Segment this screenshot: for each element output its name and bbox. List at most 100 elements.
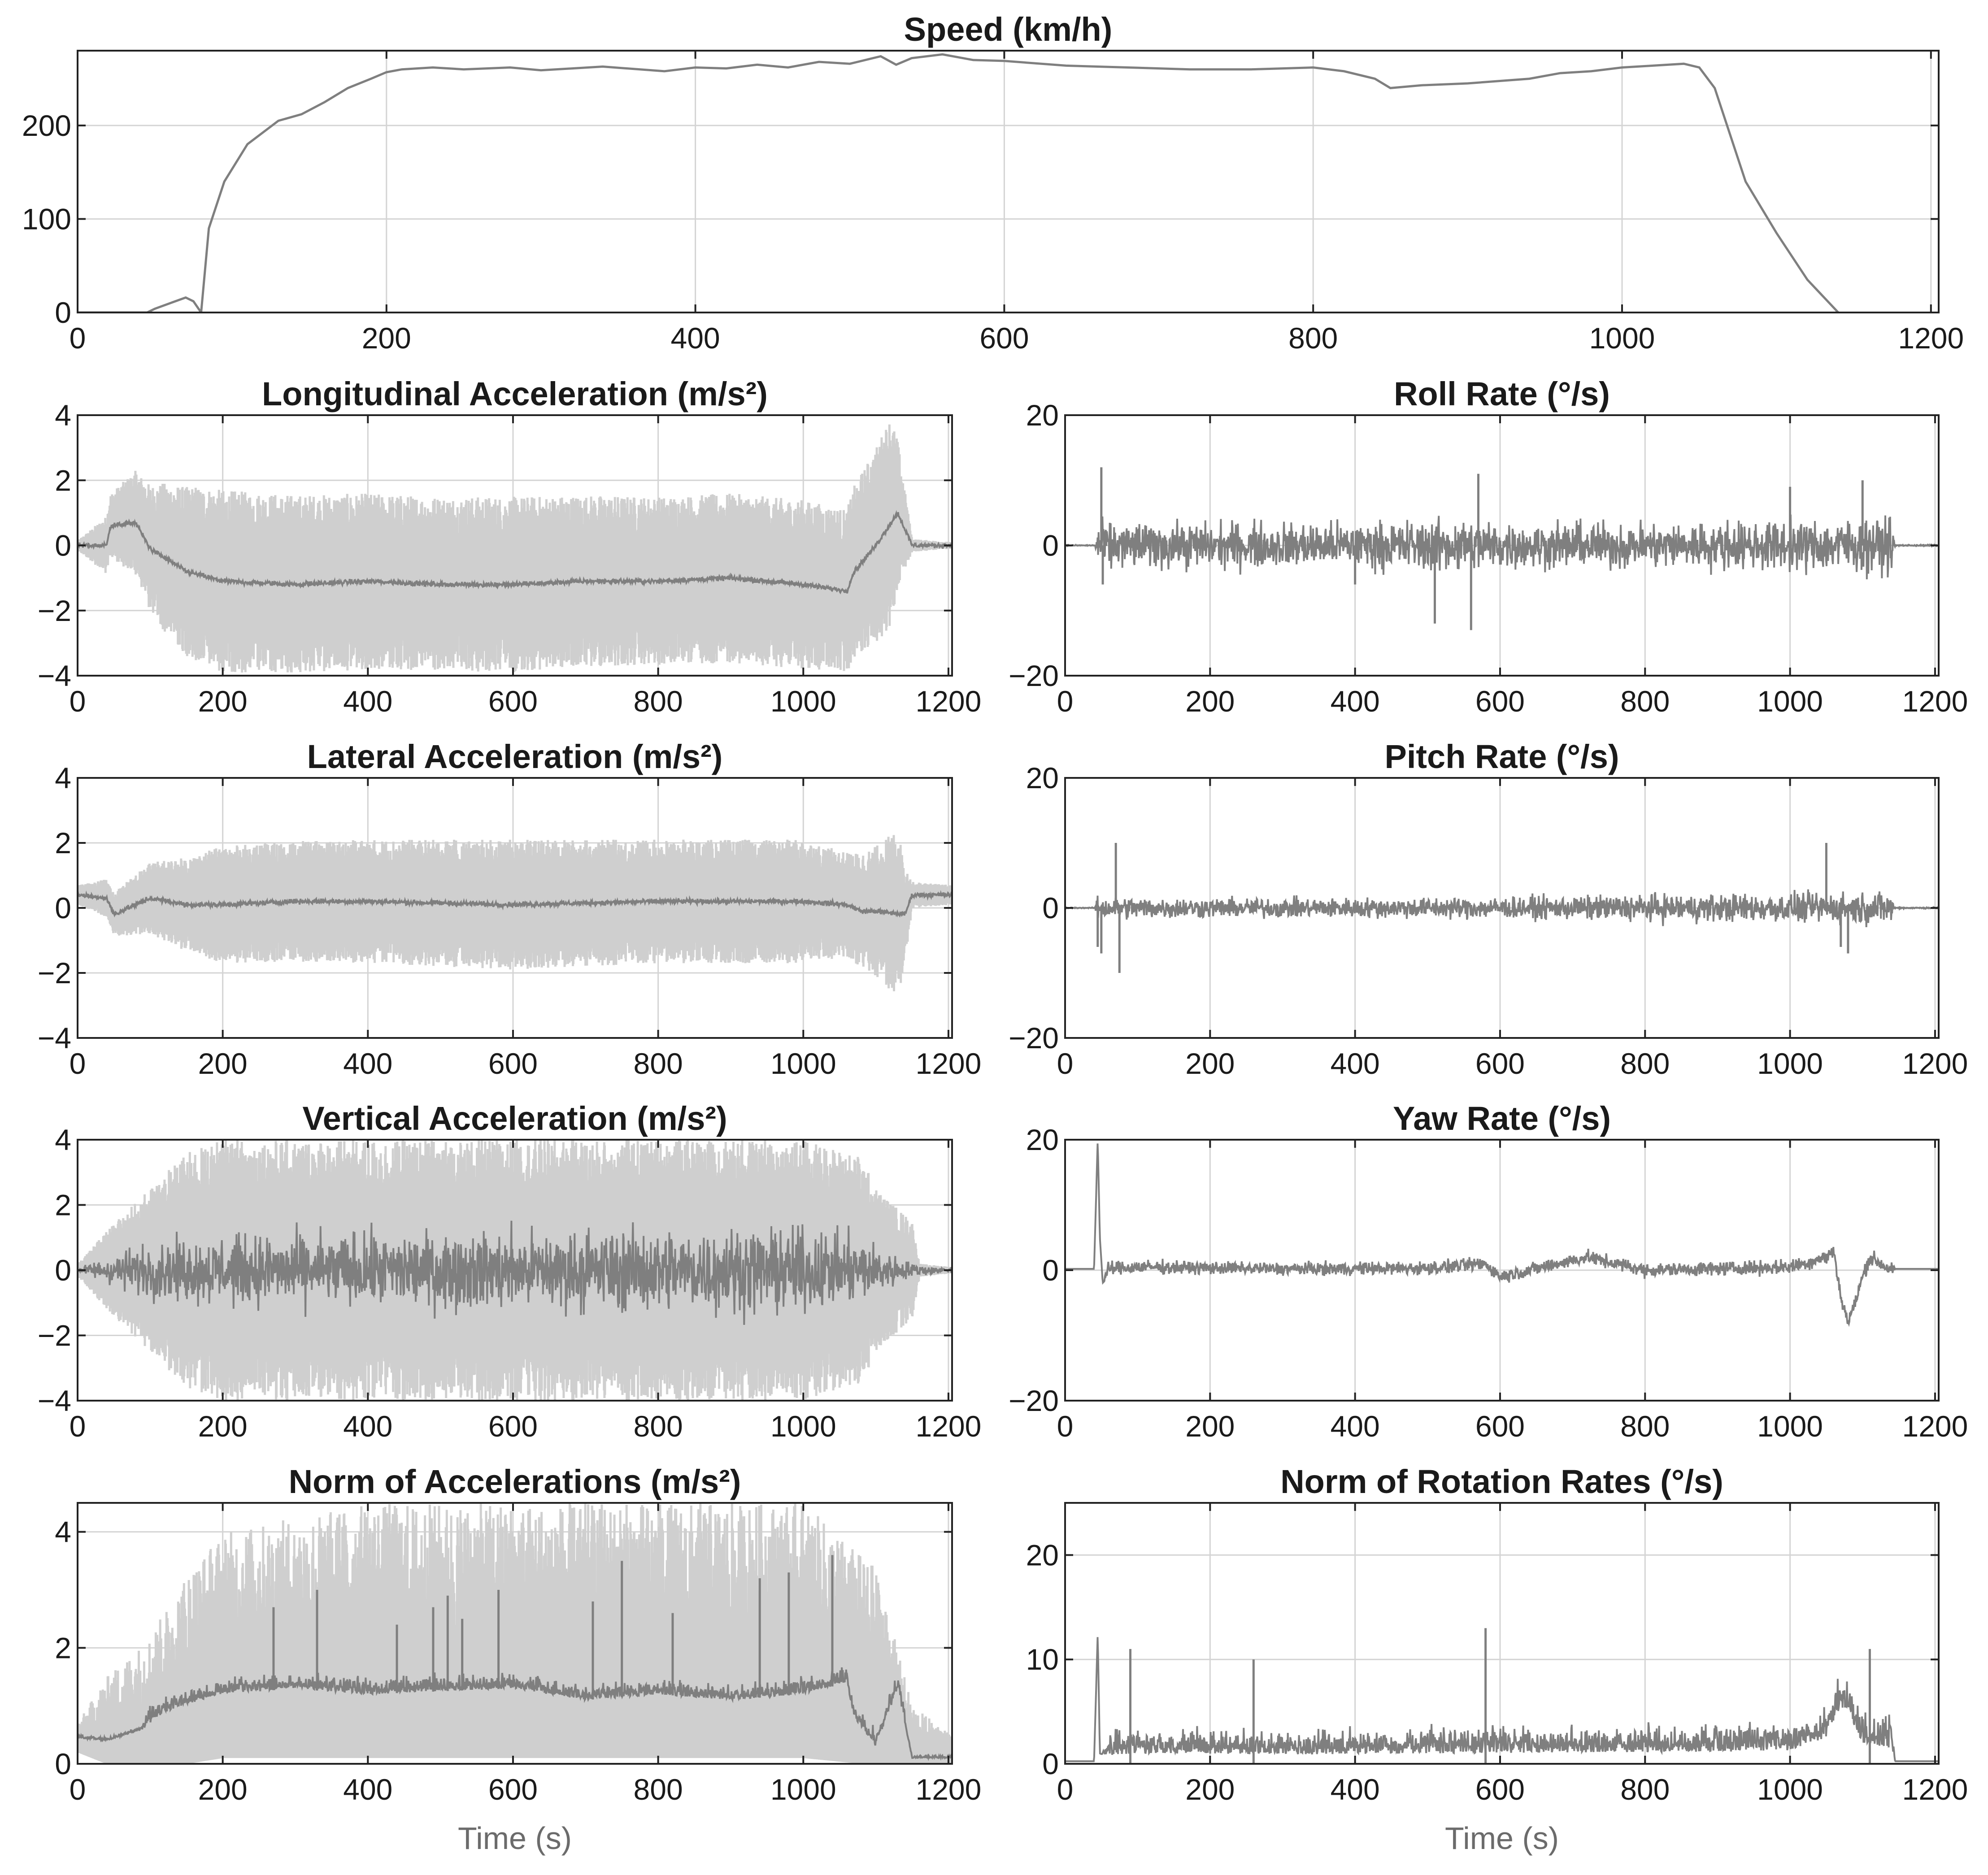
y-tick-label: −4	[38, 659, 71, 692]
panel-title: Yaw Rate (°/s)	[1393, 1100, 1611, 1137]
x-tick-label: 0	[1057, 685, 1074, 718]
x-axis-label: Time (s)	[458, 1821, 572, 1856]
series-long-acc	[78, 510, 952, 595]
plot-area	[78, 1503, 952, 1764]
plot-area	[78, 1140, 952, 1401]
raw-signal-band	[78, 1503, 952, 1764]
series-speed	[78, 53, 1839, 312]
y-tick-label: −4	[38, 1384, 71, 1417]
x-tick-label: 0	[1057, 1410, 1074, 1443]
x-tick-label: 600	[1475, 1410, 1525, 1443]
y-tick-label: 0	[55, 891, 71, 924]
x-tick-label: 1200	[1902, 1047, 1968, 1080]
y-tick-label: 20	[1026, 399, 1059, 432]
y-tick-label: 20	[1026, 761, 1059, 794]
x-tick-label: 800	[1620, 1047, 1670, 1080]
x-tick-label: 600	[488, 685, 538, 718]
y-tick-label: −2	[38, 594, 71, 627]
y-tick-label: 0	[1042, 891, 1059, 924]
series-yaw-rate	[1065, 1143, 1939, 1327]
x-tick-label: 0	[70, 1410, 86, 1443]
plot-area	[1065, 1143, 1939, 1327]
x-tick-label: 800	[634, 1047, 683, 1080]
panel-norm-rot: 0 200 400 600 800 1000 1200 0 10 20 Norm of Rotati…	[1026, 1463, 1968, 1856]
x-tick-label: 0	[1057, 1047, 1074, 1080]
x-tick-label: 0	[70, 1773, 86, 1806]
x-tick-label: 1200	[1902, 685, 1968, 718]
x-tick-label: 200	[362, 321, 411, 355]
plot-area	[1065, 843, 1939, 973]
series-vert-acc	[78, 1220, 952, 1325]
x-tick-label: 400	[671, 321, 720, 355]
plot-area	[78, 53, 1839, 312]
x-tick-label: 1200	[1902, 1773, 1968, 1806]
y-tick-label: −2	[38, 1319, 71, 1352]
panel-vert-acc: 0 200 400 600 800 1000 1200 −4 −2 0 2 4 Vertical Acc…	[38, 1100, 982, 1443]
x-tick-label: 400	[1331, 1047, 1380, 1080]
y-tick-label: 2	[55, 1189, 71, 1222]
x-tick-label: 1200	[915, 685, 981, 718]
x-tick-label: 1200	[1902, 1410, 1968, 1443]
y-tick-label: −4	[38, 1021, 71, 1055]
y-tick-label: 200	[22, 109, 71, 142]
x-tick-label: 1000	[1757, 1410, 1823, 1443]
panel-title: Speed (km/h)	[904, 11, 1113, 48]
panel-title: Roll Rate (°/s)	[1394, 375, 1610, 412]
panel-speed: 0 200 400 600 800 1000 1200 0 100 200 Speed (km/h)	[22, 11, 1964, 355]
raw-signal-band	[78, 424, 952, 673]
y-tick-label: 0	[55, 1747, 71, 1780]
y-tick-label: 4	[55, 399, 71, 432]
x-tick-label: 1200	[915, 1410, 981, 1443]
series-pitch-rate	[1065, 889, 1939, 928]
panel-title: Norm of Rotation Rates (°/s)	[1280, 1463, 1723, 1500]
panel-title: Pitch Rate (°/s)	[1384, 738, 1619, 775]
plot-area	[78, 835, 952, 991]
x-tick-label: 800	[1620, 1773, 1670, 1806]
x-tick-label: 400	[1331, 685, 1380, 718]
panel-norm-acc: 0 200 400 600 800 1000 1200 0 2 4 Norm of Accelera…	[55, 1463, 981, 1856]
x-tick-label: 0	[1057, 1773, 1074, 1806]
x-tick-label: 200	[1185, 685, 1235, 718]
x-tick-label: 200	[198, 1410, 248, 1443]
y-tick-label: 100	[22, 202, 71, 235]
x-tick-label: 1000	[770, 1773, 836, 1806]
x-tick-label: 600	[979, 321, 1029, 355]
panel-long-acc: 0 200 400 600 800 1000 1200 −4 −2 0 2 4 Longitudinal…	[38, 375, 982, 718]
x-tick-label: 1000	[1589, 321, 1655, 355]
x-tick-label: 800	[634, 1773, 683, 1806]
panel-title: Lateral Acceleration (m/s²)	[307, 738, 723, 775]
plot-area	[1065, 467, 1939, 630]
x-axis-label: Time (s)	[1445, 1821, 1559, 1856]
x-tick-label: 0	[70, 1047, 86, 1080]
x-tick-label: 400	[343, 685, 392, 718]
panel-title: Vertical Acceleration (m/s²)	[302, 1100, 727, 1137]
x-tick-label: 1000	[770, 1410, 836, 1443]
x-tick-label: 1000	[1757, 1773, 1823, 1806]
series-norm-rot	[1065, 1637, 1939, 1762]
series-roll-rate	[1065, 514, 1939, 580]
axes-frame	[77, 1502, 953, 1765]
x-tick-label: 200	[1185, 1410, 1235, 1443]
panel-title: Norm of Accelerations (m/s²)	[289, 1463, 741, 1500]
x-tick-label: 200	[198, 685, 248, 718]
x-tick-label: 200	[198, 1773, 248, 1806]
x-tick-label: 200	[1185, 1773, 1235, 1806]
x-tick-label: 800	[634, 1410, 683, 1443]
y-tick-label: 20	[1026, 1538, 1059, 1571]
x-tick-label: 600	[488, 1410, 538, 1443]
raw-signal-band	[78, 835, 952, 991]
y-tick-label: 0	[55, 1254, 71, 1287]
x-tick-label: 1000	[1757, 1047, 1823, 1080]
y-tick-label: −20	[1009, 1021, 1059, 1055]
x-tick-label: 400	[1331, 1410, 1380, 1443]
x-tick-label: 400	[343, 1773, 392, 1806]
plot-area	[1065, 1628, 1939, 1764]
y-tick-label: 0	[1042, 1747, 1059, 1780]
y-tick-label: 2	[55, 464, 71, 497]
x-tick-label: 0	[70, 321, 86, 355]
x-tick-label: 800	[1620, 1410, 1670, 1443]
